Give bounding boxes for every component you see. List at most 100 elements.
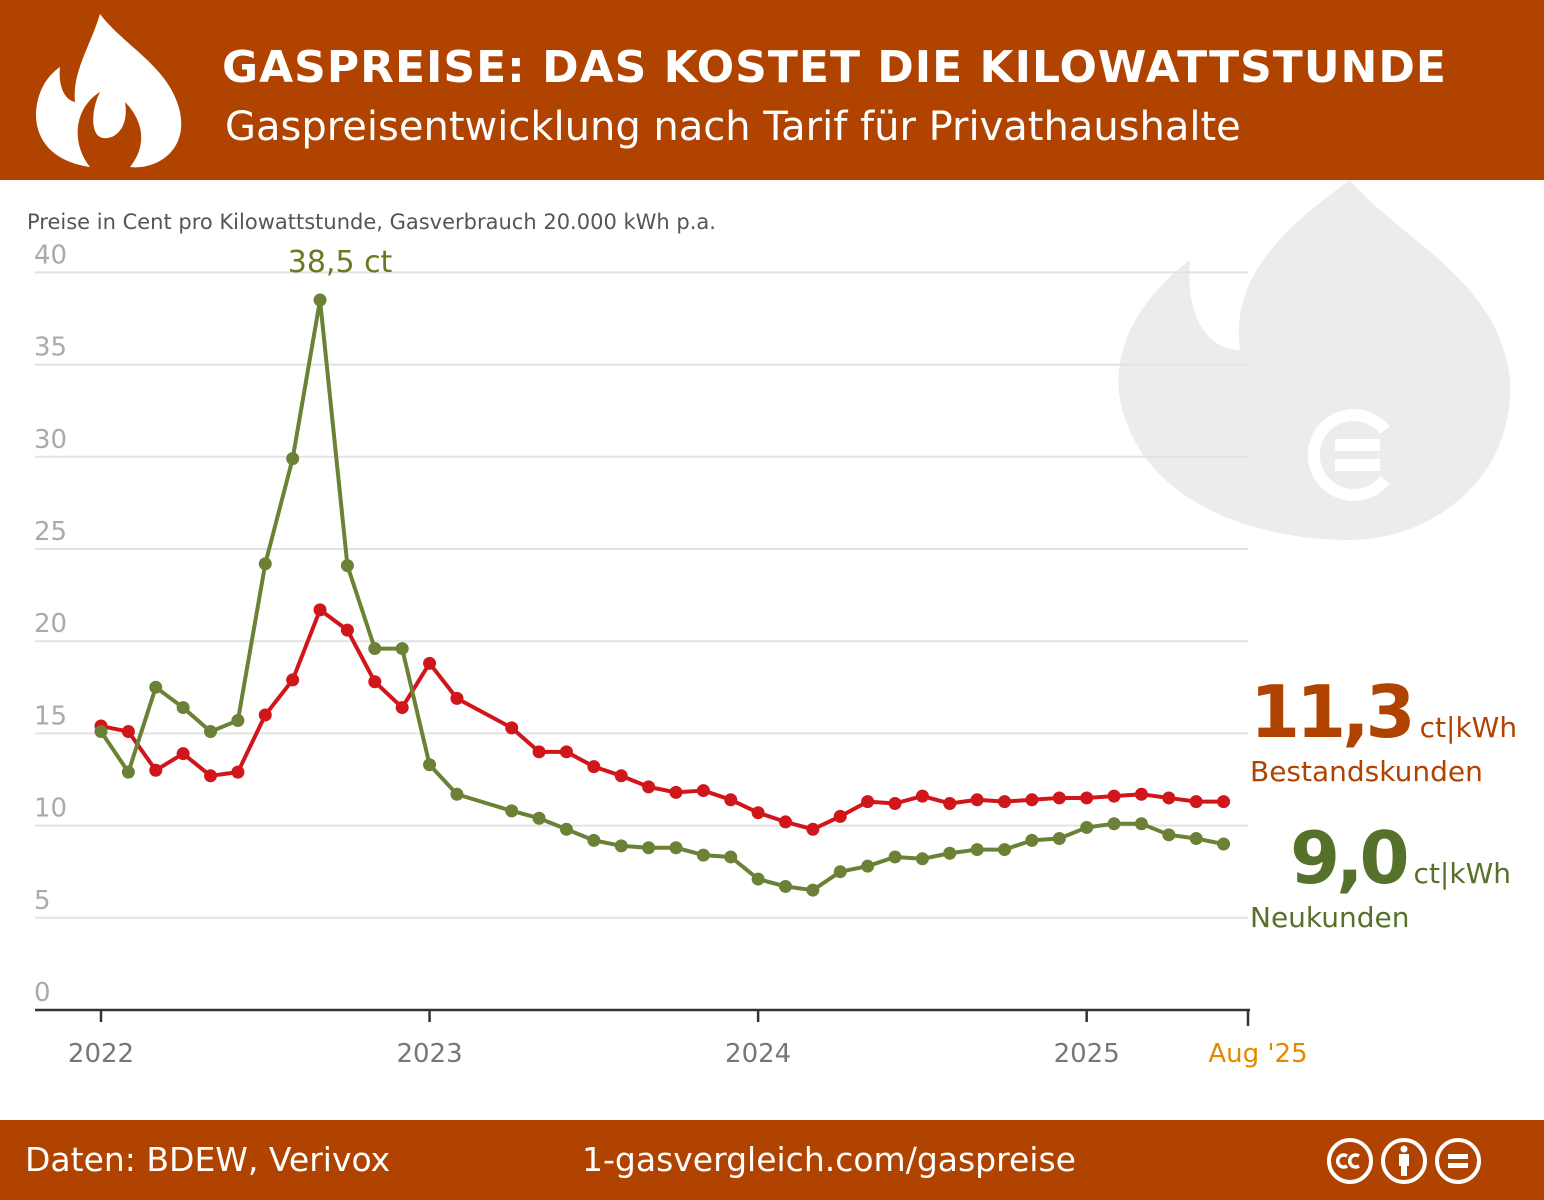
x-tick-label: 2024 <box>725 1039 791 1069</box>
data-point-bestandskunden <box>423 656 437 670</box>
footer: Daten: BDEW, Verivox 1-gasvergleich.com/… <box>0 1120 1544 1200</box>
neu-unit: ct|kWh <box>1413 857 1511 890</box>
data-point-bestandskunden <box>340 623 354 637</box>
bestand-value: 11,3 <box>1250 670 1416 754</box>
data-point-bestandskunden <box>915 789 929 803</box>
data-point-bestandskunden <box>669 785 683 799</box>
flame-icon <box>35 14 182 168</box>
data-point-neukunden <box>1080 820 1094 834</box>
data-point-bestandskunden <box>505 721 519 735</box>
data-point-bestandskunden <box>204 769 218 783</box>
data-point-bestandskunden <box>532 745 546 759</box>
data-point-neukunden <box>614 839 628 853</box>
data-point-bestandskunden <box>696 784 710 798</box>
peak-annotation: 38,5 ct <box>288 245 393 280</box>
data-point-neukunden <box>998 843 1012 857</box>
data-point-neukunden <box>833 865 847 879</box>
neu-callout: 9,0 ct|kWh Neukunden <box>1250 822 1540 932</box>
watermark-flame-euro-icon <box>1118 180 1511 540</box>
data-point-neukunden <box>204 725 218 739</box>
source-url[interactable]: 1-gasvergleich.com/gaspreise <box>582 1140 1076 1179</box>
data-point-bestandskunden <box>806 822 820 836</box>
y-tick-label: 0 <box>34 978 51 1008</box>
y-tick-label: 40 <box>34 240 67 270</box>
header-banner: GASPREISE: DAS KOSTET DIE KILOWATTSTUNDE… <box>0 0 1544 180</box>
bestand-label: Bestandskunden <box>1250 755 1483 788</box>
data-point-neukunden <box>559 822 573 836</box>
data-point-bestandskunden <box>313 603 327 617</box>
data-point-bestandskunden <box>559 745 573 759</box>
data-source: Daten: BDEW, Verivox <box>25 1140 391 1179</box>
data-point-bestandskunden <box>149 763 163 777</box>
data-point-neukunden <box>231 713 245 727</box>
data-point-neukunden <box>1052 832 1066 846</box>
data-point-bestandskunden <box>998 795 1012 809</box>
neu-value: 9,0 <box>1290 816 1410 900</box>
data-point-bestandskunden <box>1025 793 1039 807</box>
y-tick-label: 30 <box>34 425 67 455</box>
x-tick-label: 2023 <box>396 1039 462 1069</box>
license-badges <box>1326 1137 1482 1185</box>
data-point-bestandskunden <box>176 747 190 761</box>
data-point-neukunden <box>94 725 108 739</box>
data-point-neukunden <box>1217 837 1231 851</box>
data-point-bestandskunden <box>1080 791 1094 805</box>
data-point-bestandskunden <box>779 815 792 829</box>
attribution-icon <box>1381 1138 1427 1184</box>
y-tick-label: 10 <box>34 794 67 824</box>
data-point-neukunden <box>286 452 300 466</box>
cc-icon <box>1327 1138 1373 1184</box>
data-point-bestandskunden <box>231 765 245 779</box>
data-point-neukunden <box>313 293 327 307</box>
data-point-bestandskunden <box>614 769 628 783</box>
data-point-bestandskunden <box>395 701 409 715</box>
data-point-bestandskunden <box>642 780 656 794</box>
data-point-neukunden <box>450 787 464 801</box>
data-point-neukunden <box>888 850 902 864</box>
data-point-bestandskunden <box>833 809 847 823</box>
data-point-bestandskunden <box>888 796 902 810</box>
data-point-neukunden <box>861 859 875 873</box>
data-point-bestandskunden <box>286 673 300 687</box>
data-point-neukunden <box>258 557 272 571</box>
data-point-bestandskunden <box>1107 789 1121 803</box>
data-point-bestandskunden <box>450 691 464 705</box>
data-point-neukunden <box>532 811 546 825</box>
y-tick-label: 5 <box>34 886 51 916</box>
data-point-bestandskunden <box>1189 795 1203 809</box>
data-point-neukunden <box>943 846 957 860</box>
y-tick-label: 25 <box>34 517 67 547</box>
data-point-bestandskunden <box>1052 791 1066 805</box>
no-derivatives-icon <box>1435 1138 1481 1184</box>
x-tick-label: 2022 <box>68 1039 134 1069</box>
data-point-neukunden <box>696 848 710 862</box>
data-point-neukunden <box>395 642 409 656</box>
data-point-neukunden <box>1107 817 1121 831</box>
data-point-bestandskunden <box>258 708 272 722</box>
y-tick-label: 35 <box>34 333 67 363</box>
data-point-neukunden <box>1025 833 1039 847</box>
page-title: GASPREISE: DAS KOSTET DIE KILOWATTSTUNDE <box>222 42 1447 93</box>
data-point-bestandskunden <box>724 793 738 807</box>
y-tick-label: 20 <box>34 609 67 639</box>
data-point-neukunden <box>669 841 683 855</box>
data-point-neukunden <box>423 758 437 772</box>
data-point-neukunden <box>1134 817 1148 831</box>
data-point-neukunden <box>1162 828 1176 842</box>
data-point-bestandskunden <box>121 725 135 739</box>
data-point-bestandskunden <box>943 796 957 810</box>
data-point-neukunden <box>368 642 382 656</box>
data-point-bestandskunden <box>587 760 601 774</box>
x-end-label: Aug '25 <box>1208 1039 1307 1069</box>
data-point-bestandskunden <box>1162 791 1176 805</box>
data-point-bestandskunden <box>751 806 765 820</box>
bestand-callout: 11,3 ct|kWh Bestandskunden <box>1250 676 1540 786</box>
data-point-neukunden <box>176 701 190 715</box>
data-point-neukunden <box>642 841 656 855</box>
neu-label: Neukunden <box>1250 901 1410 934</box>
data-point-bestandskunden <box>368 675 382 689</box>
page-subtitle: Gaspreisentwicklung nach Tarif für Priva… <box>225 104 1241 150</box>
data-point-neukunden <box>724 850 738 864</box>
data-point-neukunden <box>505 804 519 818</box>
